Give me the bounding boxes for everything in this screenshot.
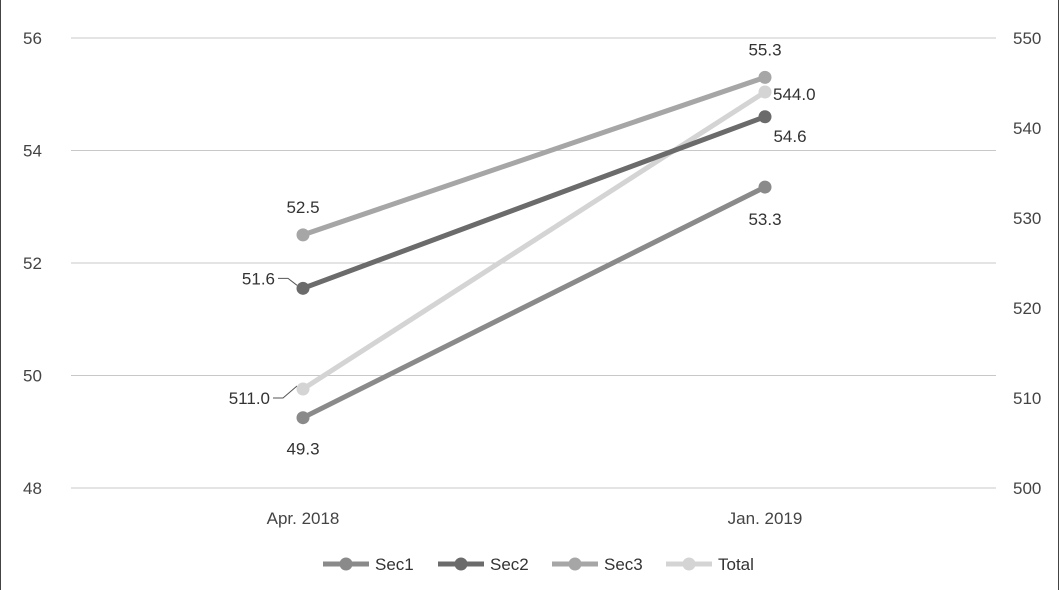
right-tick-label: 530 — [1013, 209, 1041, 228]
gridlines — [71, 37, 996, 489]
data-label-sec2: 51.6 — [242, 269, 275, 288]
legend: Sec1 Sec2 Sec3 Total — [323, 555, 754, 574]
legend-item-sec2: Sec2 — [438, 555, 529, 574]
right-tick-label: 540 — [1013, 119, 1041, 138]
series-line-total — [300, 89, 768, 392]
leader-line — [273, 385, 298, 399]
leader-line — [278, 277, 298, 286]
series-lines — [300, 74, 768, 421]
data-point-sec2 — [758, 110, 772, 124]
legend-label: Sec2 — [490, 555, 529, 574]
label-leader-lines — [273, 277, 298, 399]
data-point-sec3 — [758, 70, 772, 84]
data-point-total — [758, 85, 772, 99]
legend-label: Sec3 — [604, 555, 643, 574]
legend-item-sec3: Sec3 — [552, 555, 643, 574]
data-point-sec1 — [296, 411, 310, 425]
data-label-sec1: 53.3 — [748, 210, 781, 229]
right-tick-label: 510 — [1013, 389, 1041, 408]
legend-item-sec1: Sec1 — [323, 555, 414, 574]
data-label-sec1: 49.3 — [286, 440, 319, 459]
data-labels: 49.3 53.3 51.6 54.6 52.5 55.3 511.0 544.0 — [229, 40, 816, 458]
legend-marker-icon — [339, 557, 353, 571]
x-tick-label: Apr. 2018 — [267, 509, 340, 528]
legend-marker-icon — [682, 557, 696, 571]
data-label-total: 511.0 — [229, 389, 270, 408]
legend-marker-icon — [568, 557, 582, 571]
left-tick-label: 48 — [23, 479, 42, 498]
data-label-total: 544.0 — [773, 85, 816, 104]
left-axis: 48 50 52 54 56 — [23, 29, 42, 498]
series-line-sec1 — [300, 184, 768, 421]
x-axis: Apr. 2018 Jan. 2019 — [267, 509, 803, 528]
left-tick-label: 54 — [23, 142, 42, 161]
legend-item-total: Total — [666, 555, 754, 574]
data-label-sec3: 52.5 — [286, 198, 319, 217]
data-label-sec2: 54.6 — [773, 127, 806, 146]
data-points — [296, 70, 772, 425]
series-line-sec2 — [300, 114, 768, 291]
data-label-sec3: 55.3 — [748, 40, 781, 59]
left-tick-label: 56 — [23, 29, 42, 48]
left-tick-label: 50 — [23, 367, 42, 386]
data-point-total — [296, 382, 310, 396]
data-point-sec3 — [296, 228, 310, 242]
series-line-sec3 — [300, 74, 768, 238]
right-axis: 500 510 520 530 540 550 — [1013, 29, 1041, 498]
data-point-sec1 — [758, 180, 772, 194]
right-tick-label: 550 — [1013, 29, 1041, 48]
left-tick-label: 52 — [23, 254, 42, 273]
data-point-sec2 — [296, 281, 310, 295]
right-tick-label: 500 — [1013, 479, 1041, 498]
legend-marker-icon — [454, 557, 468, 571]
x-tick-label: Jan. 2019 — [728, 509, 803, 528]
legend-label: Sec1 — [375, 555, 414, 574]
legend-label: Total — [718, 555, 754, 574]
right-tick-label: 520 — [1013, 299, 1041, 318]
